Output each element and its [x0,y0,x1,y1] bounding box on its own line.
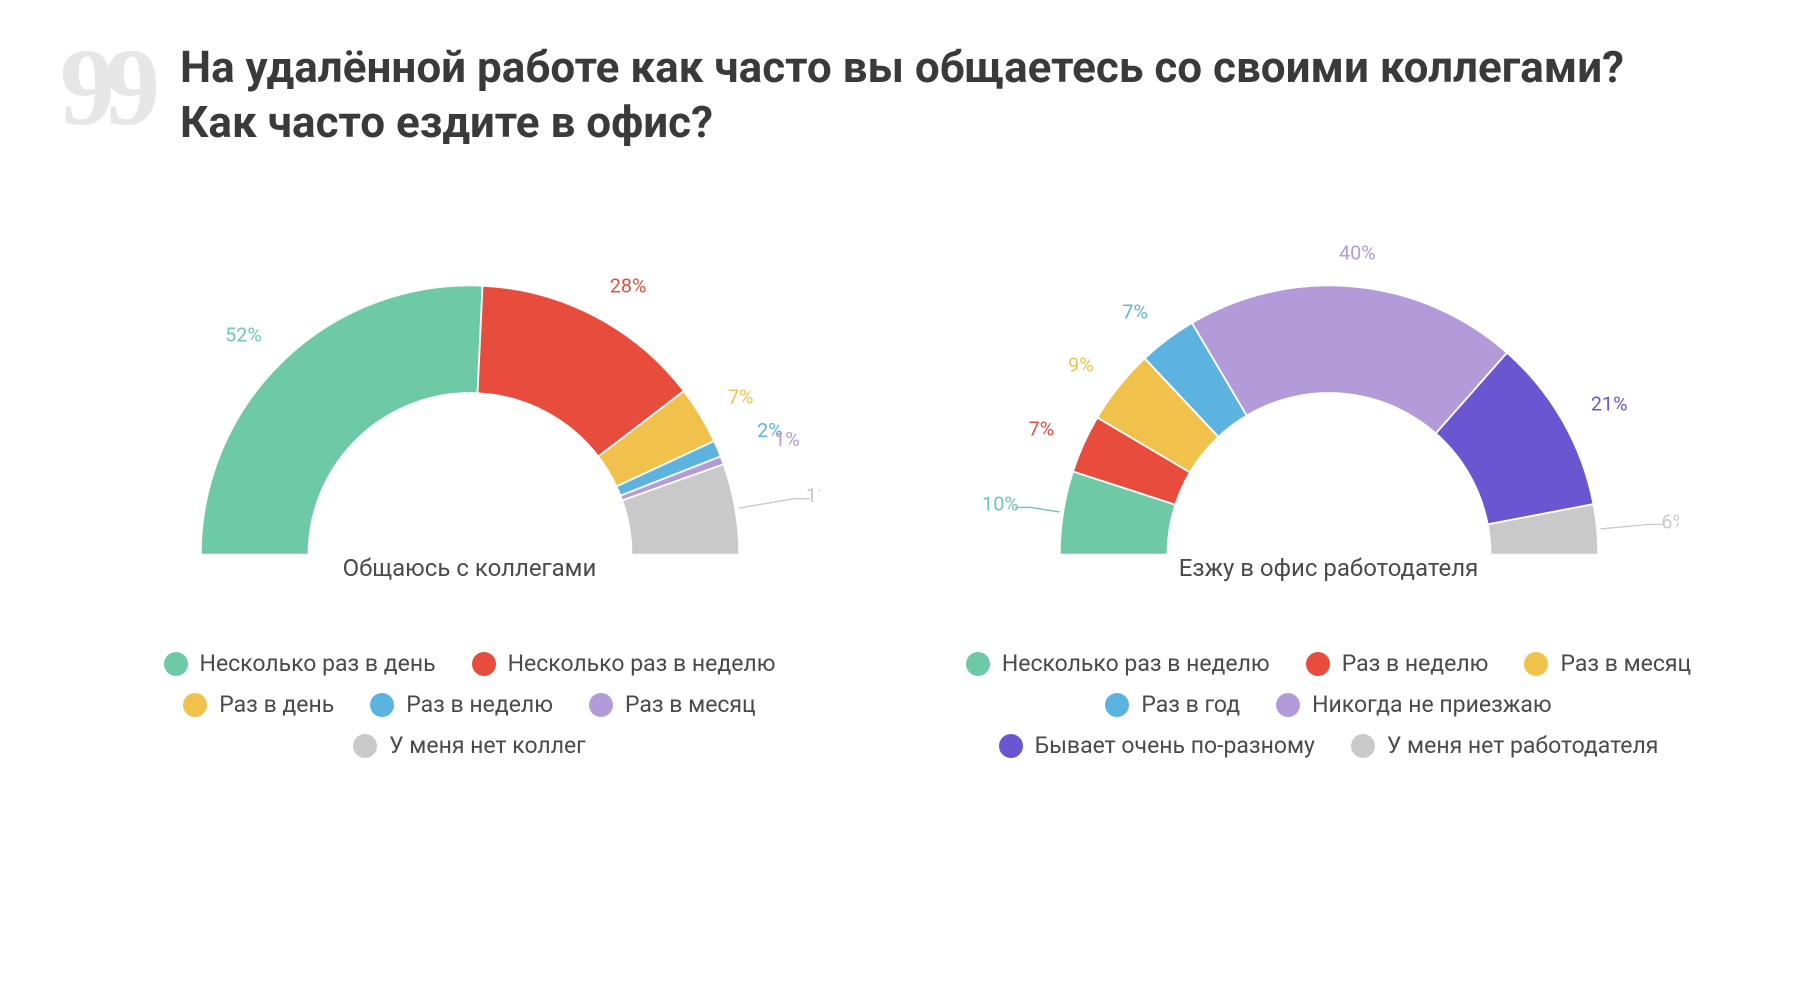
legend-dot-icon [370,693,394,717]
legend-label: Раз в неделю [1342,650,1489,677]
chart-segment-label: 11% [806,484,820,507]
legend-item: Раз в неделю [1306,650,1489,677]
legend-dot-icon [1306,652,1330,676]
charts-row: 52%28%7%2%1%11% Общаюсь с коллегами 10%7… [60,230,1738,610]
chart-segment-label: 7% [1122,301,1148,324]
legend-label: Несколько раз в неделю [1002,650,1270,677]
legend-label: Раз в день [219,691,334,718]
legend-dot-icon [966,652,990,676]
legend-dot-icon [1276,693,1300,717]
legend-item: Раз в день [183,691,334,718]
legend-dot-icon [1524,652,1548,676]
chart-segment-label: 40% [1339,242,1376,265]
legend-dot-icon [183,693,207,717]
legend-dot-icon [1105,693,1129,717]
legend-dot-icon [164,652,188,676]
callout-line [738,499,809,508]
chart-segment-label: 10% [982,493,1019,516]
legend-item: Раз в год [1105,691,1240,718]
legend-item: Никогда не приезжаю [1276,691,1552,718]
quote-icon: 99 [60,60,150,115]
chart-segment-label: 7% [1028,418,1054,441]
page-title: На удалённой работе как часто вы общаете… [180,40,1680,150]
header: 99 На удалённой работе как часто вы обща… [60,40,1738,150]
legend-dot-icon [589,693,613,717]
legend-item: У меня нет работодателя [1351,732,1659,759]
legend-label: У меня нет коллег [389,732,586,759]
legend-label: Несколько раз в неделю [508,650,776,677]
callout-line [1600,524,1664,529]
legend-label: Бывает очень по-разному [1035,732,1315,759]
chart-segment-label: 21% [1590,392,1627,415]
chart-segment-label: 9% [1068,353,1094,376]
legend-item: Раз в неделю [370,691,553,718]
legend-right: Несколько раз в неделю Раз в неделю Раз в … [949,650,1709,759]
legend-item: Несколько раз в день [164,650,436,677]
legend-dot-icon [999,734,1023,758]
legend-dot-icon [472,652,496,676]
legend-item: Бывает очень по-разному [999,732,1315,759]
callout-line [1015,507,1060,511]
legend-item: Раз в месяц [1524,650,1691,677]
legend-label: Раз в месяц [1560,650,1691,677]
chart-segment-label: 6% [1661,510,1679,533]
chart-left-canvas: 52%28%7%2%1%11% [120,230,820,610]
legend-label: Несколько раз в день [200,650,436,677]
legend-label: Раз в год [1141,691,1240,718]
chart-left-center-label: Общаюсь с коллегами [343,554,597,582]
legend-label: У меня нет работодателя [1387,732,1659,759]
chart-left: 52%28%7%2%1%11% Общаюсь с коллегами [60,230,879,610]
chart-segment-label: 1% [774,428,800,451]
legend-dot-icon [1351,734,1375,758]
chart-right: 10% 7% 9% 7% 40% 21% 6% Езжу в офис работодате… [919,230,1738,610]
chart-segment-label: 28% [609,275,646,298]
legend-label: Раз в месяц [625,691,756,718]
chart-segment-label: 52% [225,324,262,347]
legend-item: Раз в месяц [589,691,756,718]
legend-label: Раз в неделю [406,691,553,718]
legend-item: Несколько раз в неделю [966,650,1270,677]
legend-item: Несколько раз в неделю [472,650,776,677]
legend-dot-icon [353,734,377,758]
legends-row: Несколько раз в день Несколько раз в неде… [60,650,1738,759]
legend-label: Никогда не приезжаю [1312,691,1552,718]
legend-left: Несколько раз в день Несколько раз в неде… [90,650,850,759]
chart-right-canvas: 10% 7% 9% 7% 40% 21% 6% [979,230,1679,610]
chart-segment-label: 7% [727,386,753,409]
legend-item: У меня нет коллег [353,732,586,759]
chart-right-center-label: Езжу в офис работодателя [1179,554,1479,582]
